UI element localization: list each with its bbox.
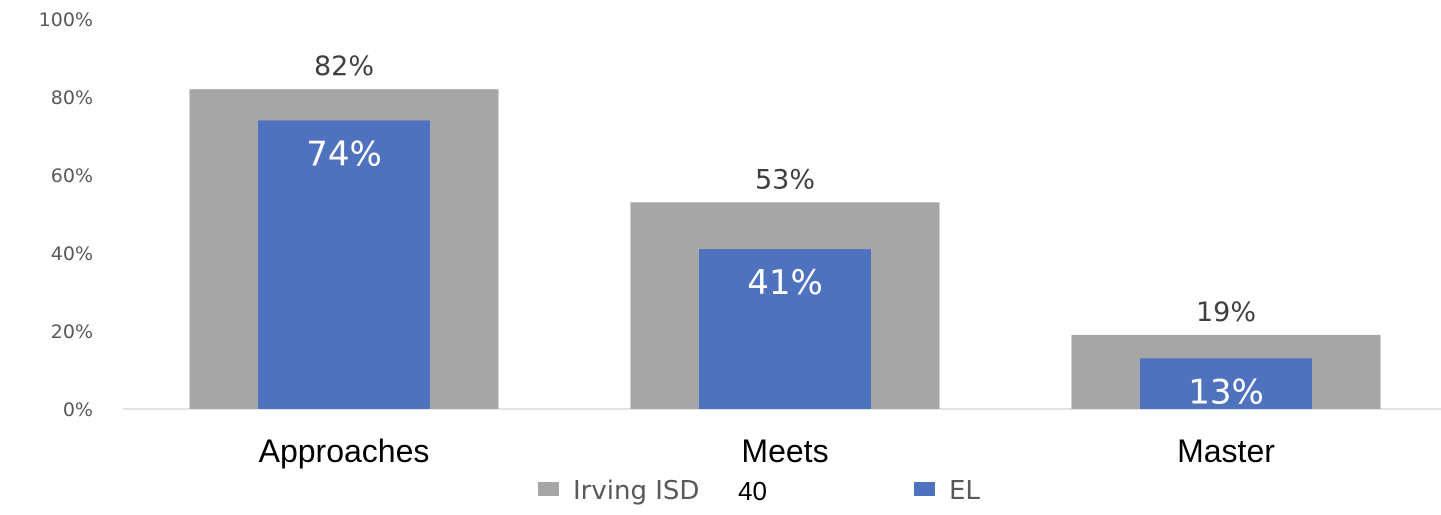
category-labels: Approaches Meets Master bbox=[259, 433, 1276, 469]
data-label-el: 74% bbox=[306, 134, 382, 174]
x-category-label: Approaches bbox=[259, 433, 430, 469]
data-label-irving-isd: 19% bbox=[1196, 297, 1256, 328]
bar-el bbox=[1140, 358, 1312, 409]
y-tick-label: 40% bbox=[51, 243, 93, 265]
legend-swatch bbox=[538, 482, 559, 496]
x-category-label: Master bbox=[1177, 433, 1275, 469]
bars bbox=[189, 89, 1381, 410]
x-category-label: Meets bbox=[741, 433, 828, 469]
y-tick-label: 60% bbox=[51, 165, 93, 187]
data-labels: 82% 74% 53% 41% 19% 13% bbox=[306, 51, 1264, 412]
y-tick-label: 80% bbox=[51, 87, 93, 109]
data-label-irving-isd: 82% bbox=[314, 51, 374, 82]
legend-swatch bbox=[914, 482, 935, 496]
legend-label: Irving ISD bbox=[573, 476, 699, 506]
y-tick-label: 100% bbox=[39, 9, 93, 31]
data-label-irving-isd: 53% bbox=[755, 164, 815, 195]
y-tick-label: 0% bbox=[63, 399, 93, 421]
legend: Irving ISD EL bbox=[538, 476, 980, 506]
legend-label: EL bbox=[949, 476, 980, 506]
bar-el bbox=[699, 249, 871, 409]
y-tick-label: 20% bbox=[51, 321, 93, 343]
bar-el bbox=[258, 120, 430, 410]
data-label-el: 41% bbox=[747, 263, 823, 303]
data-label-el: 13% bbox=[1188, 372, 1264, 412]
page-number: 40 bbox=[738, 476, 767, 506]
y-axis-ticks: 0% 20% 40% 60% 80% 100% bbox=[39, 9, 93, 421]
